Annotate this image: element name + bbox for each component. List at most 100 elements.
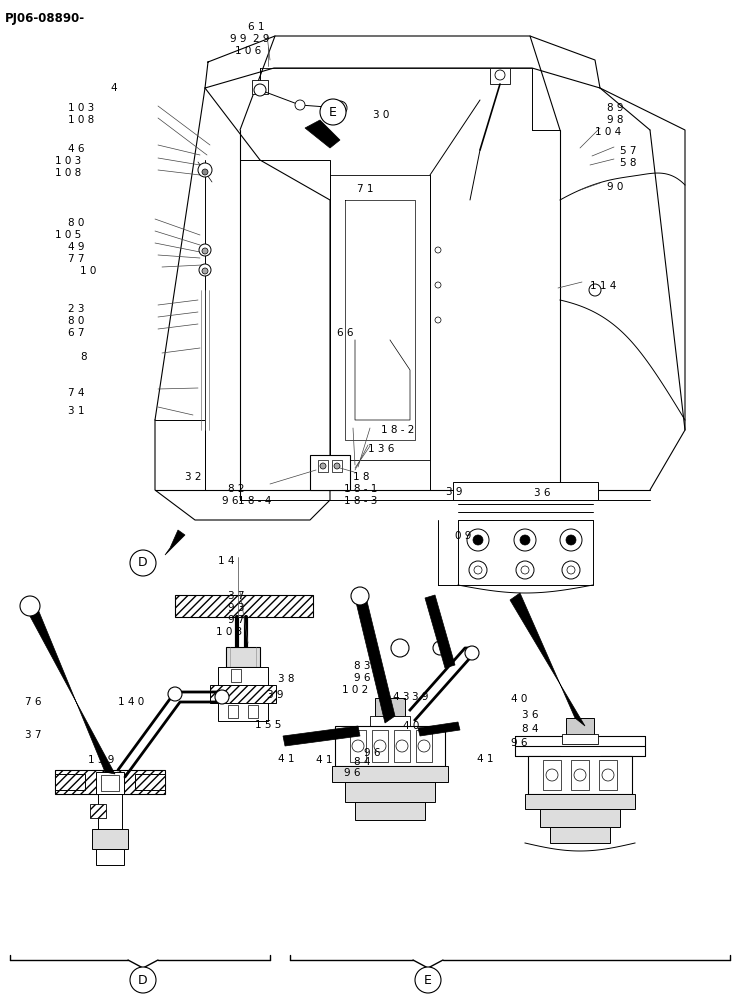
Bar — [55, 770, 165, 794]
Text: 1 0 3: 1 0 3 — [68, 103, 94, 113]
Bar — [231, 669, 241, 682]
Circle shape — [130, 550, 156, 576]
Bar — [96, 772, 124, 794]
Bar — [599, 760, 617, 790]
Bar — [562, 734, 598, 744]
Circle shape — [435, 317, 441, 323]
Circle shape — [560, 529, 582, 551]
Text: 3 9: 3 9 — [412, 692, 429, 702]
Circle shape — [521, 566, 529, 574]
Bar — [525, 794, 635, 809]
Circle shape — [202, 268, 208, 274]
Bar — [335, 726, 445, 766]
Circle shape — [320, 463, 326, 469]
Polygon shape — [510, 593, 585, 726]
Text: 4 0: 4 0 — [403, 721, 420, 731]
Circle shape — [198, 163, 212, 177]
Circle shape — [562, 561, 580, 579]
Bar — [218, 703, 268, 721]
Text: 8: 8 — [80, 352, 86, 362]
Text: 9 3: 9 3 — [228, 603, 245, 613]
Text: 4 1: 4 1 — [477, 754, 493, 764]
Text: 9 9  2 9: 9 9 2 9 — [230, 34, 269, 44]
Circle shape — [465, 646, 479, 660]
Text: 7 4: 7 4 — [68, 388, 85, 398]
Text: 1 0 6: 1 0 6 — [235, 46, 261, 56]
Circle shape — [566, 535, 576, 545]
Polygon shape — [283, 726, 360, 746]
Bar — [226, 647, 260, 667]
Bar — [528, 756, 632, 794]
Text: 9 7: 9 7 — [228, 615, 245, 625]
Bar — [252, 80, 268, 94]
Text: 1 8 - 2: 1 8 - 2 — [381, 425, 414, 435]
Text: 1 3 6: 1 3 6 — [368, 444, 394, 454]
Text: 1 8 - 1: 1 8 - 1 — [344, 484, 377, 494]
Text: 3 9: 3 9 — [267, 690, 283, 700]
Text: 9 6: 9 6 — [344, 768, 361, 778]
Circle shape — [396, 740, 408, 752]
Circle shape — [352, 740, 364, 752]
Bar — [345, 782, 435, 802]
Text: 3 7: 3 7 — [25, 730, 42, 740]
Bar — [350, 730, 366, 762]
Circle shape — [516, 561, 534, 579]
Text: 5 7: 5 7 — [620, 146, 637, 156]
Text: 6 6: 6 6 — [337, 328, 353, 338]
Text: E: E — [424, 974, 432, 986]
Polygon shape — [425, 595, 455, 668]
Text: 1 3 9: 1 3 9 — [88, 755, 115, 765]
Text: 8 9: 8 9 — [607, 103, 623, 113]
Circle shape — [215, 690, 229, 704]
Text: D: D — [138, 974, 148, 986]
Bar — [175, 595, 313, 617]
Text: 1 0 3: 1 0 3 — [55, 156, 81, 166]
Text: 3 1: 3 1 — [68, 406, 85, 416]
Text: 1 0 3: 1 0 3 — [216, 627, 243, 637]
Circle shape — [130, 967, 156, 993]
Bar — [370, 716, 410, 726]
Text: 3 2: 3 2 — [185, 472, 202, 482]
Circle shape — [415, 967, 441, 993]
Polygon shape — [25, 602, 115, 774]
Text: 1 8: 1 8 — [353, 472, 370, 482]
Text: 8 4: 8 4 — [354, 757, 371, 767]
Text: 5 8: 5 8 — [620, 158, 637, 168]
Text: 1 0 8: 1 0 8 — [55, 168, 81, 178]
Text: 4 1: 4 1 — [316, 755, 333, 765]
Text: 3 6: 3 6 — [534, 488, 551, 498]
Circle shape — [333, 101, 347, 115]
Polygon shape — [418, 722, 460, 736]
Text: 7 7: 7 7 — [68, 254, 85, 264]
Text: 8 0: 8 0 — [68, 316, 84, 326]
Circle shape — [351, 587, 369, 605]
Bar — [101, 775, 119, 791]
Text: 1 4: 1 4 — [218, 556, 234, 566]
Circle shape — [199, 264, 211, 276]
Text: 4: 4 — [110, 83, 117, 93]
Circle shape — [202, 169, 208, 175]
Text: 4 3: 4 3 — [393, 692, 409, 702]
Text: 3 9: 3 9 — [446, 487, 463, 497]
Text: 1 1 4: 1 1 4 — [590, 281, 616, 291]
Bar — [355, 802, 425, 820]
Circle shape — [467, 529, 489, 551]
Bar — [310, 455, 350, 490]
Text: 3 7: 3 7 — [228, 591, 245, 601]
Text: 2 3: 2 3 — [68, 304, 85, 314]
Text: 3 0: 3 0 — [373, 110, 389, 120]
Text: 9 0: 9 0 — [607, 182, 623, 192]
Circle shape — [255, 85, 265, 95]
Bar — [540, 809, 620, 827]
Circle shape — [589, 284, 601, 296]
Polygon shape — [305, 120, 340, 148]
Text: 9 6: 9 6 — [222, 496, 239, 506]
Circle shape — [469, 561, 487, 579]
Bar — [394, 730, 410, 762]
Text: 4 0: 4 0 — [511, 694, 527, 704]
Bar — [416, 730, 432, 762]
Circle shape — [435, 247, 441, 253]
Circle shape — [334, 463, 340, 469]
Text: 1 0 5: 1 0 5 — [55, 230, 81, 240]
Circle shape — [473, 535, 483, 545]
